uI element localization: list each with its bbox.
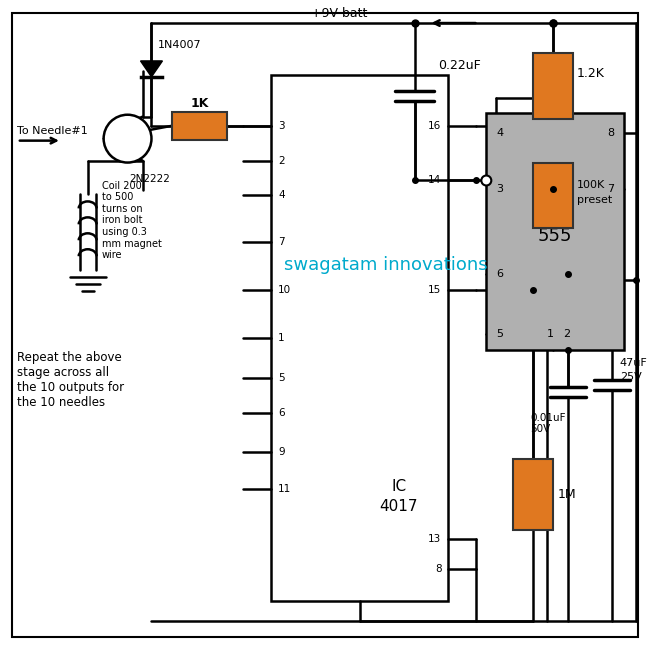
Bar (271, 75, 449, 601)
Text: 4: 4 (496, 127, 503, 138)
Bar (533, 53, 573, 119)
Text: 10: 10 (278, 285, 291, 295)
Text: 0.22uF: 0.22uF (438, 59, 481, 72)
Text: 47uF: 47uF (620, 358, 648, 368)
Circle shape (481, 176, 491, 185)
Text: 1M: 1M (558, 488, 577, 501)
Text: 555: 555 (538, 227, 572, 245)
Text: 8: 8 (435, 564, 441, 574)
Text: 16: 16 (428, 121, 441, 131)
Text: 4: 4 (278, 190, 285, 200)
Text: 1: 1 (278, 333, 285, 343)
Text: 15: 15 (428, 285, 441, 295)
Text: 11: 11 (278, 484, 291, 495)
Text: 9: 9 (278, 447, 285, 456)
Text: 6: 6 (496, 269, 503, 279)
Text: 100K: 100K (577, 181, 605, 190)
Text: Repeat the above
stage across all
the 10 outputs for
the 10 needles: Repeat the above stage across all the 10… (17, 351, 124, 409)
Text: IC: IC (391, 479, 406, 494)
Text: 8: 8 (607, 127, 614, 138)
Bar (172, 112, 227, 140)
Text: 1N4007: 1N4007 (157, 40, 201, 50)
Text: 2N2222: 2N2222 (129, 174, 170, 183)
Bar (533, 162, 573, 228)
Text: 4017: 4017 (379, 499, 418, 514)
Bar (513, 458, 553, 530)
Text: swagatam innovations: swagatam innovations (284, 256, 488, 274)
Polygon shape (140, 61, 163, 77)
Text: 3: 3 (496, 184, 503, 194)
Text: 13: 13 (428, 534, 441, 544)
Text: 2: 2 (278, 155, 285, 166)
Text: Coil 200
to 500
turns on
iron bolt
using 0.3
mm magnet
wire: Coil 200 to 500 turns on iron bolt using… (102, 181, 161, 260)
Text: 0.01uF
50V: 0.01uF 50V (530, 413, 565, 434)
Text: +9V batt: +9V batt (311, 6, 367, 20)
Text: 5: 5 (496, 329, 503, 339)
Text: preset: preset (577, 196, 613, 205)
Text: IC: IC (546, 187, 564, 205)
Text: 1: 1 (547, 329, 554, 339)
Text: 25V: 25V (620, 372, 642, 382)
Text: 5: 5 (278, 373, 285, 383)
Text: 3: 3 (278, 121, 285, 131)
Text: 7: 7 (607, 184, 614, 194)
Text: 1K: 1K (190, 98, 208, 111)
Bar (486, 112, 624, 350)
Text: 2: 2 (563, 329, 570, 339)
Text: 6: 6 (278, 408, 285, 418)
Text: To Needle#1: To Needle#1 (17, 125, 88, 136)
Text: 7: 7 (278, 237, 285, 247)
Text: 14: 14 (428, 176, 441, 185)
Text: 1.2K: 1.2K (577, 68, 605, 81)
Circle shape (104, 115, 151, 162)
